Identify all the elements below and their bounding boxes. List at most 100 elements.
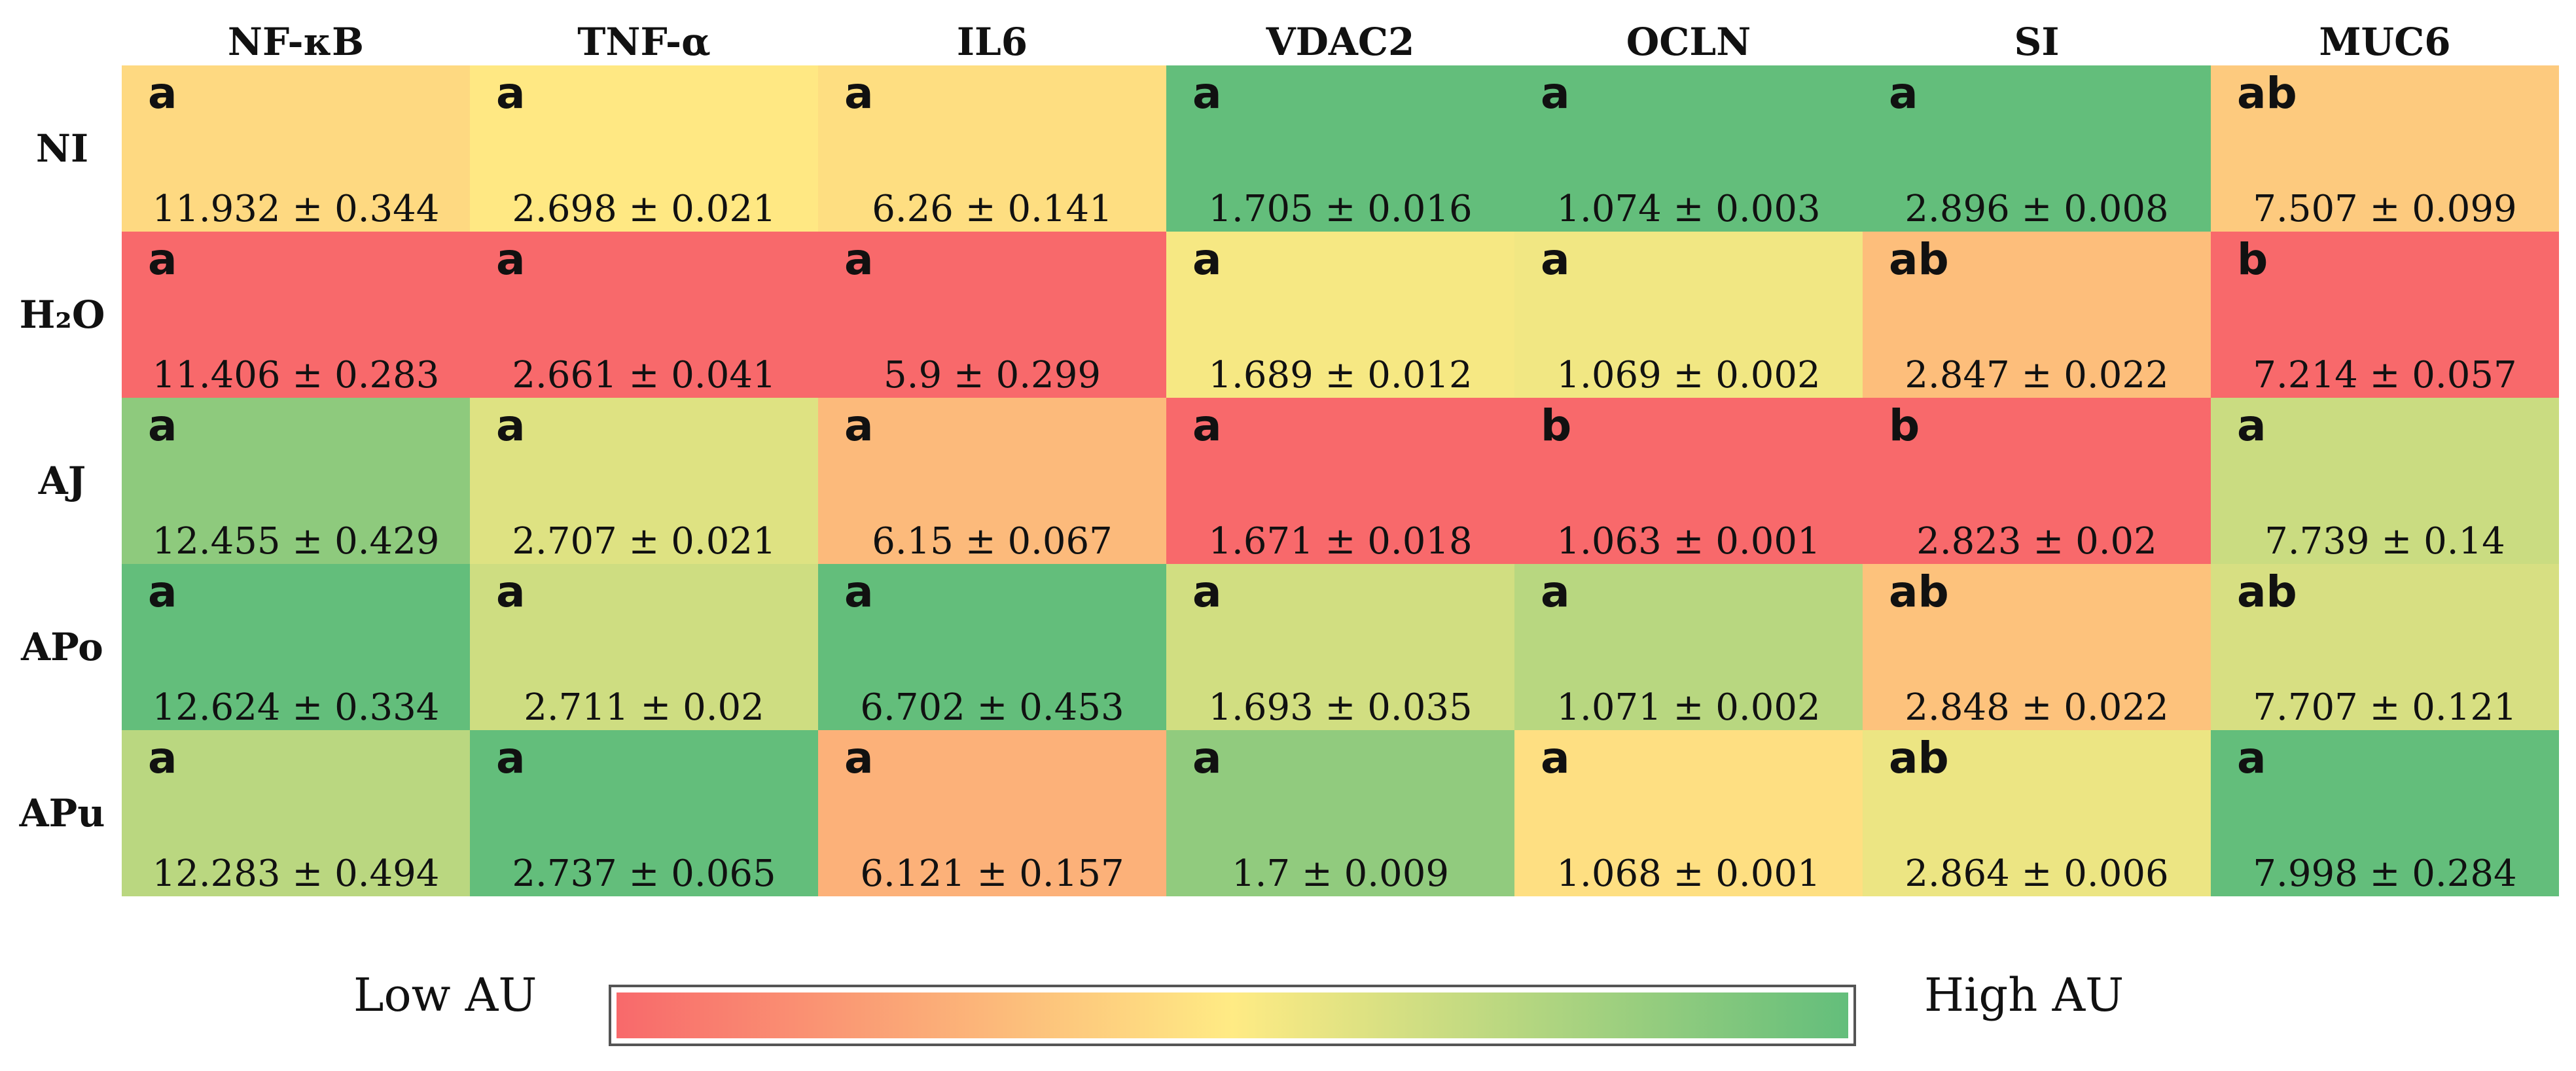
significance-letter: b bbox=[2237, 234, 2268, 285]
significance-letter: a bbox=[148, 234, 177, 285]
heatmap-cell: b 1.063 ± 0.001 bbox=[1514, 398, 1863, 564]
significance-letter: a bbox=[496, 400, 526, 451]
significance-letter: a bbox=[1889, 68, 1918, 118]
cell-value-label: 2.896 ± 0.008 bbox=[1905, 188, 2169, 230]
heatmap-cell: ab 2.864 ± 0.006 bbox=[1863, 730, 2211, 896]
row-header: APu bbox=[19, 791, 105, 835]
column-header: TNF-α bbox=[577, 20, 711, 64]
cell-value-label: 6.121 ± 0.157 bbox=[860, 852, 1124, 895]
heatmap-cell: a 2.711 ± 0.02 bbox=[470, 564, 818, 730]
heatmap-cell: a 1.069 ± 0.002 bbox=[1514, 232, 1863, 398]
cell-value-label: 2.661 ± 0.041 bbox=[512, 354, 776, 396]
cell-value-label: 1.063 ± 0.001 bbox=[1556, 520, 1821, 563]
cell-value-label: 2.707 ± 0.021 bbox=[512, 520, 776, 563]
heatmap-cell: a 6.121 ± 0.157 bbox=[818, 730, 1166, 896]
heatmap-cell: ab 7.507 ± 0.099 bbox=[2211, 65, 2559, 232]
heatmap-cell: a 1.071 ± 0.002 bbox=[1514, 564, 1863, 730]
cell-value-label: 2.847 ± 0.022 bbox=[1905, 354, 2169, 396]
heatmap-cell: a 6.15 ± 0.067 bbox=[818, 398, 1166, 564]
column-header: NF-κB bbox=[227, 20, 365, 64]
cell-value-label: 6.702 ± 0.453 bbox=[860, 686, 1124, 729]
significance-letter: a bbox=[844, 234, 874, 285]
heatmap-cell: a 11.932 ± 0.344 bbox=[122, 65, 470, 232]
significance-letter: ab bbox=[1889, 733, 1949, 783]
significance-letter: b bbox=[1541, 400, 1572, 451]
significance-letter: ab bbox=[1889, 234, 1949, 285]
significance-letter: ab bbox=[1889, 567, 1949, 617]
significance-letter: a bbox=[2237, 733, 2266, 783]
cell-value-label: 11.406 ± 0.283 bbox=[152, 354, 440, 396]
heatmap-cell: ab 2.848 ± 0.022 bbox=[1863, 564, 2211, 730]
cell-value-label: 6.26 ± 0.141 bbox=[872, 188, 1113, 230]
significance-letter: a bbox=[1192, 733, 1222, 783]
row-header: AJ bbox=[38, 459, 86, 503]
cell-value-label: 2.848 ± 0.022 bbox=[1905, 686, 2169, 729]
heatmap-cell: a 11.406 ± 0.283 bbox=[122, 232, 470, 398]
legend-gradient bbox=[617, 992, 1848, 1038]
heatmap-cell: a 5.9 ± 0.299 bbox=[818, 232, 1166, 398]
cell-value-label: 1.074 ± 0.003 bbox=[1556, 188, 1821, 230]
column-header: SI bbox=[2014, 20, 2060, 64]
significance-letter: ab bbox=[2237, 567, 2297, 617]
heatmap-cell: a 1.7 ± 0.009 bbox=[1166, 730, 1514, 896]
significance-letter: a bbox=[148, 68, 177, 118]
heatmap-cell: a 7.739 ± 0.14 bbox=[2211, 398, 2559, 564]
significance-letter: a bbox=[148, 400, 177, 451]
legend-high-label: High AU bbox=[1924, 968, 2124, 1022]
heatmap-cell: a 2.896 ± 0.008 bbox=[1863, 65, 2211, 232]
significance-letter: a bbox=[496, 733, 526, 783]
heatmap-cell: a 6.26 ± 0.141 bbox=[818, 65, 1166, 232]
cell-value-label: 2.823 ± 0.02 bbox=[1916, 520, 2157, 563]
significance-letter: a bbox=[496, 567, 526, 617]
significance-letter: a bbox=[148, 567, 177, 617]
cell-value-label: 1.068 ± 0.001 bbox=[1556, 852, 1821, 895]
significance-letter: a bbox=[496, 234, 526, 285]
heatmap-cell: b 2.823 ± 0.02 bbox=[1863, 398, 2211, 564]
heatmap-cell: b 7.214 ± 0.057 bbox=[2211, 232, 2559, 398]
heatmap-cell: a 12.455 ± 0.429 bbox=[122, 398, 470, 564]
row-header: APo bbox=[21, 625, 103, 669]
cell-value-label: 6.15 ± 0.067 bbox=[872, 520, 1113, 563]
heatmap-cell: ab 2.847 ± 0.022 bbox=[1863, 232, 2211, 398]
significance-letter: a bbox=[844, 733, 874, 783]
heatmap-cell: a 2.661 ± 0.041 bbox=[470, 232, 818, 398]
cell-value-label: 7.507 ± 0.099 bbox=[2253, 188, 2517, 230]
heatmap-cell: a 2.707 ± 0.021 bbox=[470, 398, 818, 564]
cell-value-label: 1.705 ± 0.016 bbox=[1208, 188, 1473, 230]
cell-value-label: 2.698 ± 0.021 bbox=[512, 188, 776, 230]
cell-value-label: 1.7 ± 0.009 bbox=[1232, 852, 1449, 895]
cell-value-label: 1.069 ± 0.002 bbox=[1556, 354, 1821, 396]
cell-value-label: 2.864 ± 0.006 bbox=[1905, 852, 2169, 895]
cell-value-label: 2.737 ± 0.065 bbox=[512, 852, 776, 895]
significance-letter: ab bbox=[2237, 68, 2297, 118]
cell-value-label: 11.932 ± 0.344 bbox=[152, 188, 440, 230]
significance-letter: a bbox=[1541, 567, 1570, 617]
heatmap-cell: a 2.698 ± 0.021 bbox=[470, 65, 818, 232]
cell-value-label: 2.711 ± 0.02 bbox=[524, 686, 764, 729]
significance-letter: a bbox=[844, 567, 874, 617]
cell-value-label: 7.739 ± 0.14 bbox=[2264, 520, 2505, 563]
heatmap-cell: a 12.283 ± 0.494 bbox=[122, 730, 470, 896]
cell-value-label: 1.689 ± 0.012 bbox=[1208, 354, 1473, 396]
significance-letter: a bbox=[1541, 68, 1570, 118]
heatmap-cell: a 2.737 ± 0.065 bbox=[470, 730, 818, 896]
row-header: H₂O bbox=[19, 292, 105, 337]
cell-value-label: 12.455 ± 0.429 bbox=[152, 520, 440, 563]
legend-low-label: Low AU bbox=[353, 968, 537, 1022]
cell-value-label: 1.671 ± 0.018 bbox=[1208, 520, 1473, 563]
column-header: OCLN bbox=[1626, 20, 1751, 64]
cell-value-label: 12.283 ± 0.494 bbox=[152, 852, 440, 895]
heatmap-cell: a 1.671 ± 0.018 bbox=[1166, 398, 1514, 564]
significance-letter: a bbox=[496, 68, 526, 118]
cell-value-label: 1.693 ± 0.035 bbox=[1208, 686, 1473, 729]
heatmap-cell: a 7.998 ± 0.284 bbox=[2211, 730, 2559, 896]
significance-letter: a bbox=[1192, 234, 1222, 285]
heatmap-cell: a 1.693 ± 0.035 bbox=[1166, 564, 1514, 730]
significance-letter: a bbox=[1541, 733, 1570, 783]
significance-letter: a bbox=[844, 400, 874, 451]
significance-letter: b bbox=[1889, 400, 1920, 451]
cell-value-label: 1.071 ± 0.002 bbox=[1556, 686, 1821, 729]
cell-value-label: 7.214 ± 0.057 bbox=[2253, 354, 2517, 396]
column-header: MUC6 bbox=[2319, 20, 2451, 64]
